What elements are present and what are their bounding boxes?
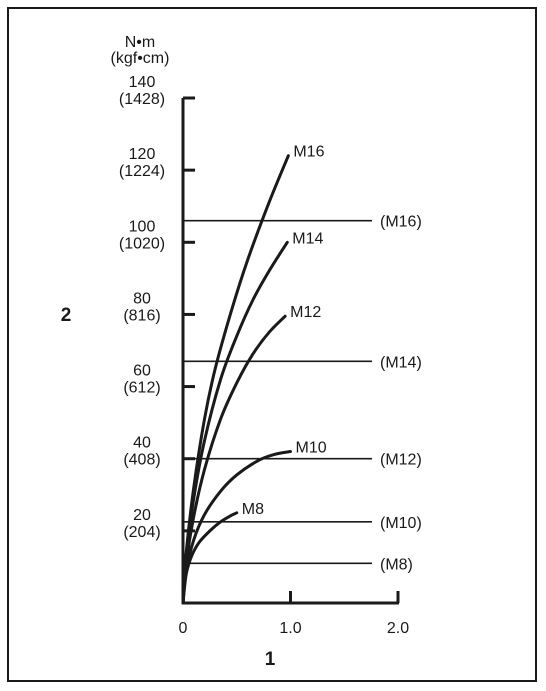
- x-tick-label-2.0: 2.0: [387, 620, 409, 637]
- series-curve-M10: [181, 450, 292, 605]
- series-label-M10: M10: [296, 440, 327, 457]
- y-unit-line1: N•m: [125, 34, 155, 51]
- y-tick-label-20: 20: [133, 507, 151, 524]
- reference-label-M8: (M8): [380, 556, 413, 573]
- reference-label-M16: (M16): [380, 214, 422, 231]
- y-tick-label-120: 120: [129, 146, 156, 163]
- y-tick-label-kgf-20: (204): [123, 524, 160, 541]
- y-tick-label-kgf-80: (816): [123, 307, 160, 324]
- chart-frame: [7, 7, 537, 682]
- series-label-M12: M12: [290, 304, 321, 321]
- y-tick-label-kgf-60: (612): [123, 380, 160, 397]
- y-axis-label: 2: [61, 305, 72, 326]
- series-label-M16: M16: [293, 144, 324, 161]
- reference-label-M12: (M12): [380, 452, 422, 469]
- y-tick-label-kgf-140: (1428): [119, 91, 165, 108]
- y-tick-label-140: 140: [129, 74, 156, 91]
- y-tick-label-100: 100: [129, 218, 156, 235]
- x-axis-label: 1: [265, 649, 276, 670]
- x-tick-label-0: 0: [179, 620, 188, 637]
- y-tick-label-kgf-100: (1020): [119, 235, 165, 252]
- y-tick-label-kgf-120: (1224): [119, 163, 165, 180]
- y-tick-label-40: 40: [133, 435, 151, 452]
- x-tick-label-1.0: 1.0: [279, 620, 301, 637]
- reference-label-M14: (M14): [380, 354, 422, 371]
- y-tick-label-kgf-40: (408): [123, 452, 160, 469]
- series-curve-M16: [181, 154, 290, 605]
- series-label-M8: M8: [242, 501, 264, 518]
- y-unit-line2: (kgf•cm): [111, 50, 170, 67]
- y-tick-label-80: 80: [133, 290, 151, 307]
- y-tick-label-60: 60: [133, 363, 151, 380]
- reference-label-M10: (M10): [380, 515, 422, 532]
- series-label-M14: M14: [292, 230, 323, 247]
